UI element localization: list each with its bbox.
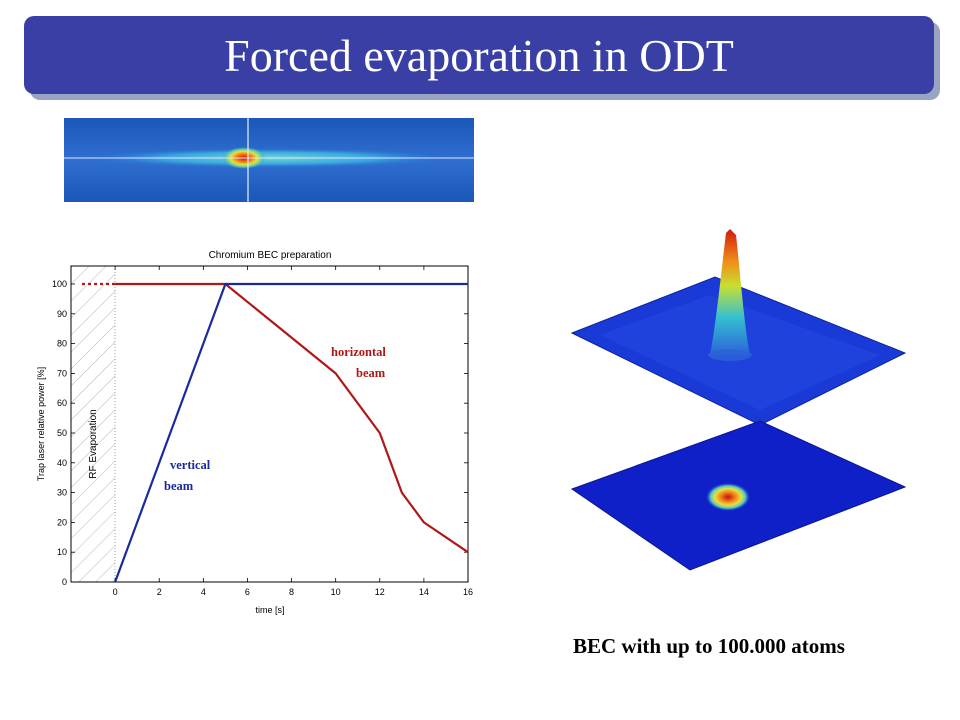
x-tick-label: 10 — [331, 587, 341, 597]
y-tick-label: 40 — [57, 458, 67, 468]
y-tick-label: 30 — [57, 488, 67, 498]
y-tick-label: 60 — [57, 398, 67, 408]
x-tick-label: 16 — [463, 587, 473, 597]
y-axis-label: Trap laser relative power [%] — [36, 367, 46, 481]
y-tick-label: 50 — [57, 428, 67, 438]
x-tick-label: 8 — [289, 587, 294, 597]
caption: BEC with up to 100.000 atoms — [573, 634, 845, 658]
chart-title: Chromium BEC preparation — [209, 250, 332, 261]
y-tick-label: 70 — [57, 368, 67, 378]
title-bar: Forced evaporation in ODT — [24, 16, 934, 94]
vertical-beam-label-line2: beam — [164, 479, 194, 493]
x-tick-label: 4 — [201, 587, 206, 597]
x-tick-label: 14 — [419, 587, 429, 597]
x-tick-label: 2 — [157, 587, 162, 597]
page-title: Forced evaporation in ODT — [224, 29, 734, 81]
bec-density-spot — [706, 483, 750, 511]
x-axis: 0 2 4 6 8 10 12 14 16 — [113, 266, 473, 597]
x-tick-label: 0 — [113, 587, 118, 597]
y-tick-label: 20 — [57, 517, 67, 527]
y-tick-label: 0 — [62, 577, 67, 587]
y-axis: 0 10 20 30 40 50 60 70 80 90 100 — [52, 279, 468, 587]
plot-frame — [70, 265, 469, 583]
vertical-beam-label: vertical beam — [164, 458, 213, 493]
series-layer — [82, 282, 469, 583]
absorption-image — [64, 118, 474, 202]
rf-evaporation-label: RF Evaporation — [88, 409, 99, 478]
chart: Chromium BEC preparation RF Evaporation … — [36, 250, 473, 615]
vertical-beam-line — [114, 282, 468, 583]
bec-density-3d-illustration — [570, 229, 907, 571]
x-tick-label: 6 — [245, 587, 250, 597]
y-tick-label: 90 — [57, 309, 67, 319]
horizontal-beam-label-line2: beam — [356, 366, 386, 380]
x-axis-label: time [s] — [255, 605, 284, 615]
horizontal-beam-label-line1: horizontal — [331, 345, 386, 359]
horizontal-beam-label: horizontal beam — [331, 345, 389, 380]
bec-peak — [710, 229, 750, 355]
vertical-beam-label-line1: vertical — [170, 458, 211, 472]
horizontal-beam-line — [115, 282, 469, 554]
y-tick-label: 100 — [52, 279, 67, 289]
x-tick-label: 12 — [375, 587, 385, 597]
y-tick-label: 10 — [57, 547, 67, 557]
y-tick-label: 80 — [57, 339, 67, 349]
rf-evaporation-region — [71, 266, 115, 582]
bec-peak-base — [708, 349, 752, 361]
